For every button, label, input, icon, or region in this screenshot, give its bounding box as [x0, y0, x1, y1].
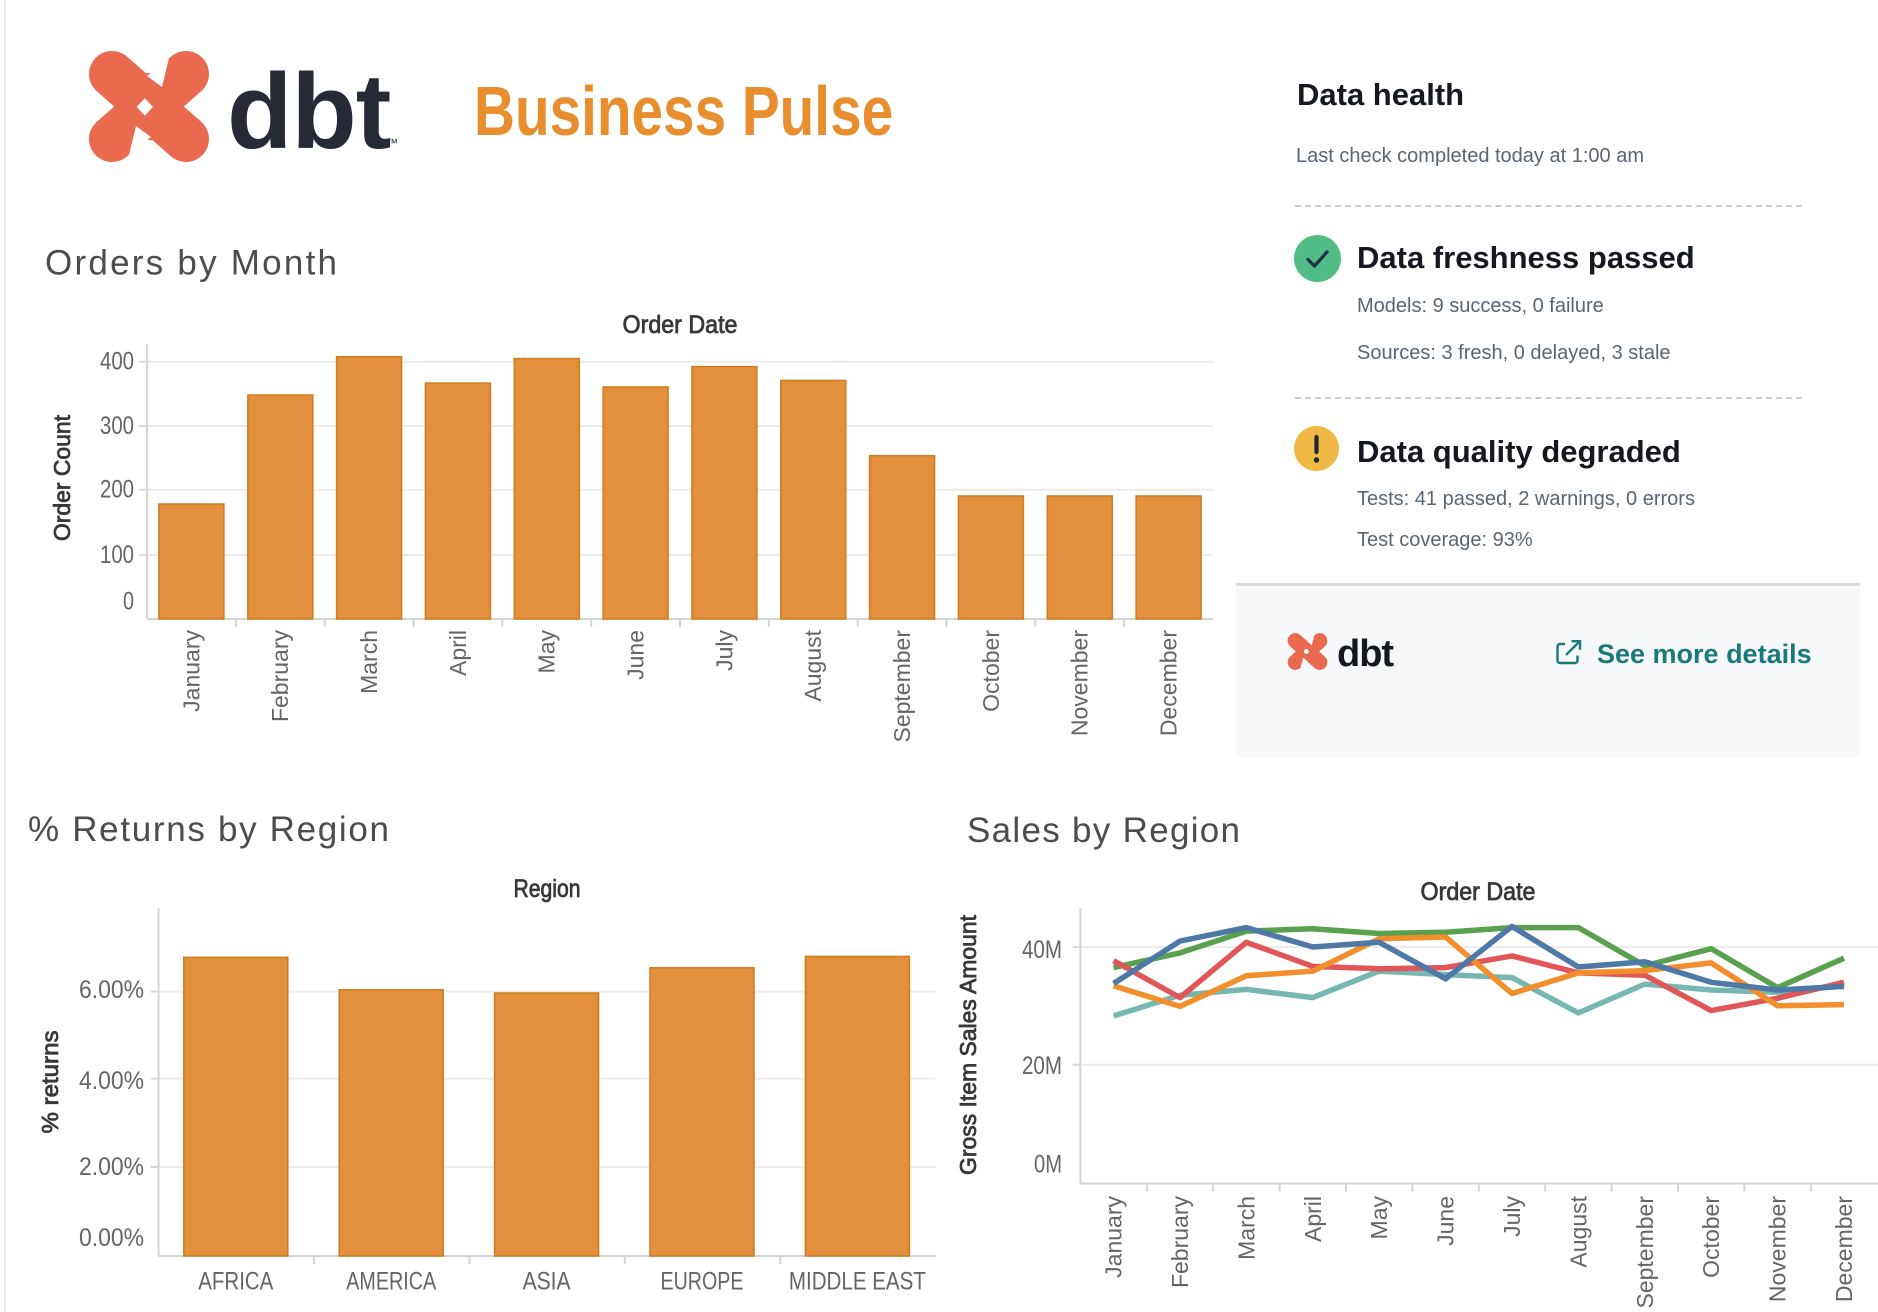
- svg-text:August: August: [800, 629, 826, 701]
- svg-text:October: October: [1698, 1196, 1724, 1278]
- svg-text:Gross Item Sales Amount: Gross Item Sales Amount: [955, 914, 981, 1175]
- svg-text:200: 200: [100, 476, 134, 504]
- svg-text:Region: Region: [514, 875, 581, 903]
- svg-text:ASIA: ASIA: [523, 1267, 571, 1295]
- svg-text:AFRICA: AFRICA: [198, 1267, 273, 1295]
- svg-text:Orders by Month: Orders by Month: [45, 244, 337, 283]
- svg-text:December: December: [1831, 1196, 1857, 1302]
- svg-text:0.00%: 0.00%: [79, 1224, 144, 1252]
- svg-text:% returns: % returns: [37, 1031, 63, 1134]
- svg-text:March: March: [356, 630, 382, 694]
- svg-text:January: January: [1101, 1196, 1127, 1278]
- svg-text:EUROPE: EUROPE: [661, 1267, 744, 1295]
- svg-text:July: July: [1499, 1196, 1525, 1237]
- svg-text:100: 100: [100, 541, 134, 569]
- svg-text:May: May: [1366, 1196, 1392, 1240]
- svg-text:October: October: [978, 630, 1004, 712]
- svg-text:0M: 0M: [1034, 1151, 1062, 1179]
- svg-text:September: September: [889, 630, 915, 743]
- svg-text:4.00%: 4.00%: [79, 1067, 144, 1095]
- svg-text:April: April: [445, 630, 471, 676]
- svg-text:February: February: [267, 630, 293, 723]
- svg-text:June: June: [623, 630, 649, 680]
- svg-text:MIDDLE EAST: MIDDLE EAST: [789, 1267, 926, 1295]
- svg-text:0: 0: [123, 588, 134, 616]
- svg-text:300: 300: [100, 412, 134, 440]
- svg-text:Order Date: Order Date: [1421, 878, 1536, 906]
- svg-text:20M: 20M: [1022, 1052, 1062, 1080]
- svg-text:May: May: [534, 630, 560, 674]
- svg-text:AMERICA: AMERICA: [346, 1267, 436, 1295]
- svg-text:August: August: [1565, 1195, 1591, 1267]
- svg-text:July: July: [711, 630, 737, 671]
- svg-text:2.00%: 2.00%: [79, 1153, 144, 1181]
- svg-text:June: June: [1433, 1196, 1459, 1246]
- svg-text:November: November: [1067, 630, 1093, 736]
- svg-text:6.00%: 6.00%: [79, 976, 144, 1004]
- svg-text:September: September: [1632, 1196, 1658, 1309]
- svg-text:February: February: [1167, 1196, 1193, 1289]
- svg-text:% Returns by Region: % Returns by Region: [28, 810, 389, 849]
- svg-text:400: 400: [100, 348, 134, 376]
- svg-text:December: December: [1156, 630, 1182, 736]
- svg-text:March: March: [1233, 1196, 1259, 1260]
- svg-text:Order Count: Order Count: [49, 414, 75, 541]
- svg-text:April: April: [1300, 1196, 1326, 1242]
- svg-text:Order Date: Order Date: [623, 311, 738, 339]
- svg-text:November: November: [1765, 1196, 1791, 1302]
- svg-text:40M: 40M: [1022, 936, 1062, 964]
- svg-text:January: January: [178, 630, 204, 712]
- svg-text:Sales by Region: Sales by Region: [967, 811, 1240, 850]
